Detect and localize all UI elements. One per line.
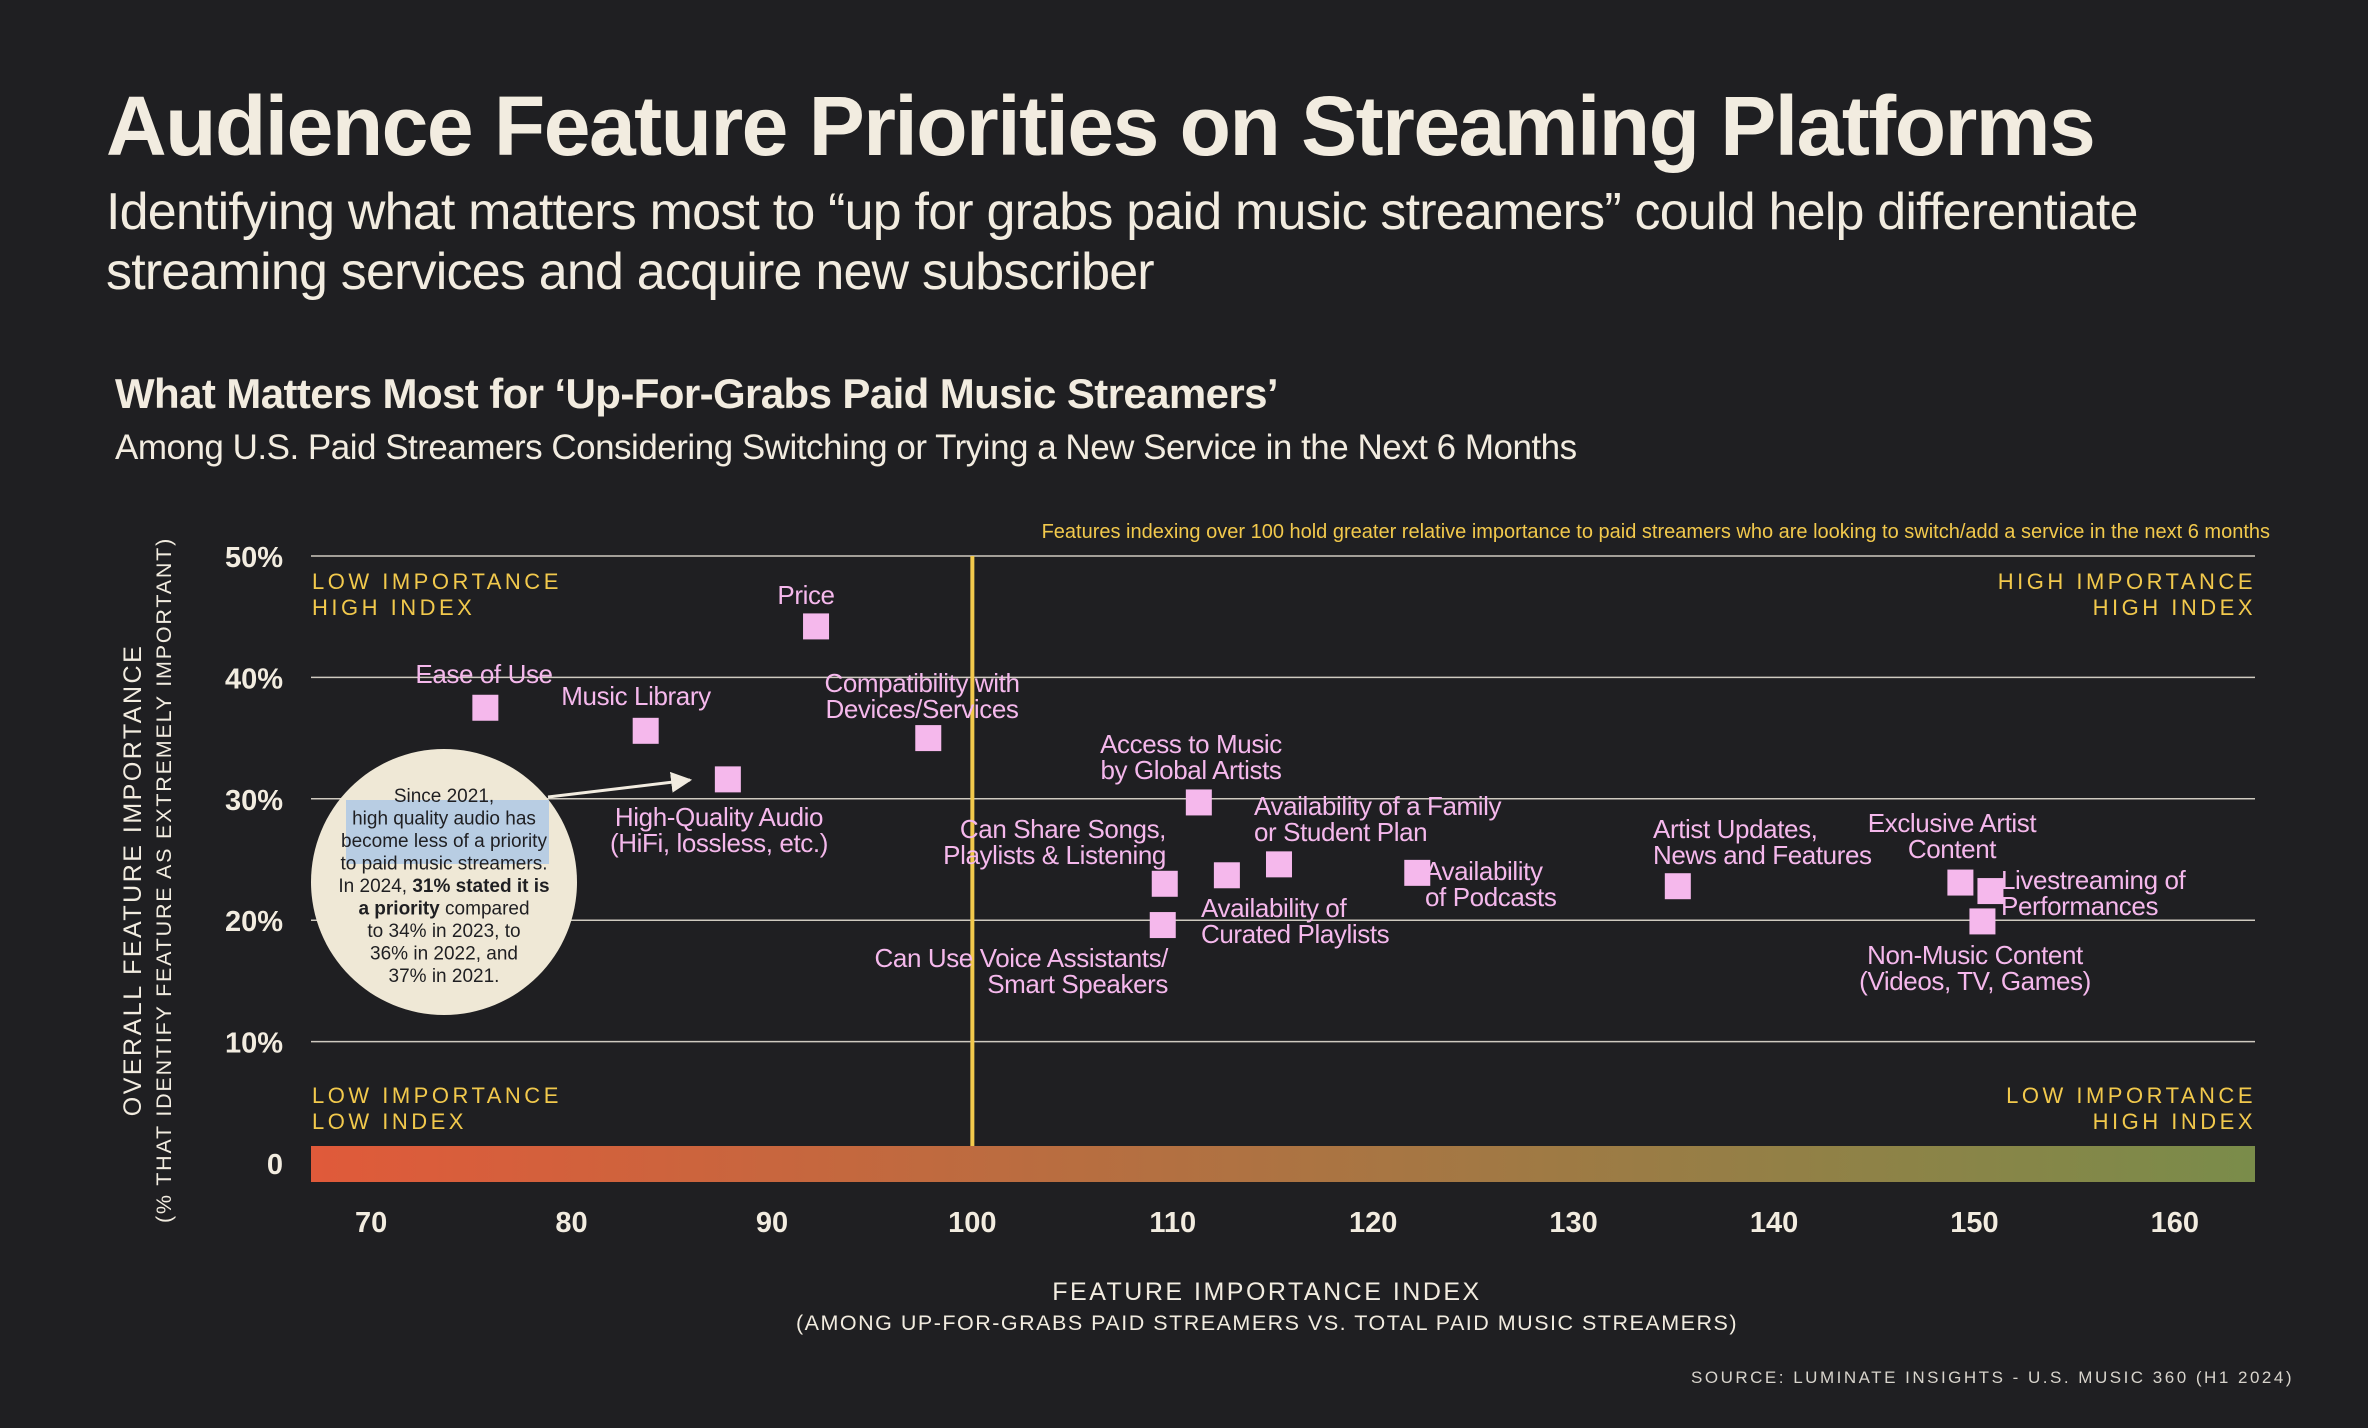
x-axis-subtitle: (AMONG UP-FOR-GRABS PAID STREAMERS VS. T…	[796, 1311, 1738, 1335]
data-point	[1977, 878, 2004, 905]
annotation-text: become less of a priority	[341, 831, 547, 852]
x-tick-label: 110	[1149, 1207, 1196, 1239]
data-point	[1664, 873, 1691, 900]
point-label: Exclusive Artist Content	[1868, 808, 2038, 864]
annotation-arrow	[547, 771, 693, 799]
point-label: Livestreaming of Performances	[2001, 865, 2187, 921]
data-point	[1265, 851, 1292, 878]
annotation-text: a priority compared	[358, 899, 529, 920]
point-label: Price	[777, 580, 834, 610]
y-axis-title: OVERALL FEATURE IMPORTANCE	[119, 644, 147, 1116]
quadrant-label: LOW INDEX	[312, 1109, 467, 1134]
point-label: Music Library	[561, 681, 711, 711]
data-point	[1969, 908, 1996, 935]
x-tick-label: 130	[1549, 1207, 1597, 1239]
data-point	[1185, 789, 1212, 816]
chart-subtitle: Among U.S. Paid Streamers Considering Sw…	[115, 428, 1577, 467]
point-label: Can Use Voice Assistants/Smart Speakers	[875, 943, 1170, 999]
annotation-text: Since 2021,	[394, 786, 494, 807]
page-subtitle: Identifying what matters most to “up for…	[106, 183, 2138, 301]
point-label: Can Share Songs, Playlists & Listening	[943, 814, 1166, 870]
annotation-text: 36% in 2022, and	[370, 944, 518, 965]
annotation-text: to paid music streamers.	[341, 854, 548, 875]
data-point	[803, 613, 830, 640]
point-label: Availability of Podcasts	[1425, 856, 1557, 912]
source-note: SOURCE: LUMINATE INSIGHTS - U.S. MUSIC 3…	[1691, 1368, 2294, 1387]
point-label: High-Quality Audio (HiFi, lossless, etc.)	[610, 802, 828, 858]
point-label: Compatibility with Devices/Services	[824, 668, 1019, 724]
y-axis-subtitle: (% THAT IDENTIFY FEATURE AS EXTREMELY IM…	[152, 537, 176, 1223]
y-tick-label: 50%	[225, 542, 283, 574]
y-tick-label: 0	[267, 1149, 283, 1181]
quadrant-label: LOW IMPORTANCE	[312, 569, 562, 594]
annotation-text: In 2024, 31% stated it is	[338, 876, 549, 897]
quadrant-label: HIGH INDEX	[2093, 595, 2256, 620]
x-axis-title: FEATURE IMPORTANCE INDEX	[1052, 1278, 1481, 1306]
x-tick-label: 150	[1950, 1207, 1998, 1239]
point-label: Availability of Curated Playlists	[1201, 893, 1390, 949]
x-tick-label: 140	[1750, 1207, 1798, 1239]
data-point	[1947, 869, 1974, 896]
quadrant-label: HIGH INDEX	[312, 595, 475, 620]
point-label: Access to Music by Global Artists	[1100, 729, 1282, 785]
page-title: Audience Feature Priorities on Streaming…	[106, 79, 2096, 173]
x-tick-label: 100	[948, 1207, 996, 1239]
quadrant-label: HIGH IMPORTANCE	[1998, 569, 2256, 594]
x-tick-label: 90	[756, 1207, 788, 1239]
data-point	[1151, 870, 1178, 897]
quadrant-label: HIGH INDEX	[2093, 1109, 2256, 1134]
quadrant-label: LOW IMPORTANCE	[2006, 1083, 2256, 1108]
data-point	[472, 694, 499, 721]
x-tick-label: 120	[1349, 1207, 1397, 1239]
annotation-highlight	[346, 800, 549, 864]
y-tick-label: 30%	[225, 785, 283, 817]
data-point	[1404, 859, 1431, 886]
data-point	[915, 725, 942, 752]
reference-line-note: Features indexing over 100 hold greater …	[1042, 521, 2270, 543]
y-tick-label: 40%	[225, 663, 283, 695]
point-label: Non-Music Content (Videos, TV, Games)	[1859, 940, 2091, 996]
index-gradient-bar	[311, 1146, 2255, 1182]
point-label: Artist Updates, News and Features	[1653, 814, 1872, 870]
data-point	[1213, 862, 1240, 889]
x-tick-label: 80	[555, 1207, 587, 1239]
data-point	[714, 766, 741, 793]
chart-title: What Matters Most for ‘Up-For-Grabs Paid…	[115, 370, 1279, 417]
data-point	[632, 717, 659, 744]
annotation-text: high quality audio has	[352, 809, 536, 830]
point-label: Ease of Use	[415, 659, 552, 689]
y-tick-label: 20%	[225, 906, 283, 938]
data-point	[1149, 912, 1176, 939]
x-tick-label: 160	[2151, 1207, 2199, 1239]
quadrant-label: LOW IMPORTANCE	[312, 1083, 562, 1108]
annotation-text: to 34% in 2023, to	[367, 921, 520, 942]
point-label: Availability of a Family or Student Plan	[1254, 791, 1502, 847]
y-tick-label: 10%	[225, 1028, 283, 1060]
x-tick-label: 70	[355, 1207, 387, 1239]
annotation-text: 37% in 2021.	[389, 966, 500, 987]
